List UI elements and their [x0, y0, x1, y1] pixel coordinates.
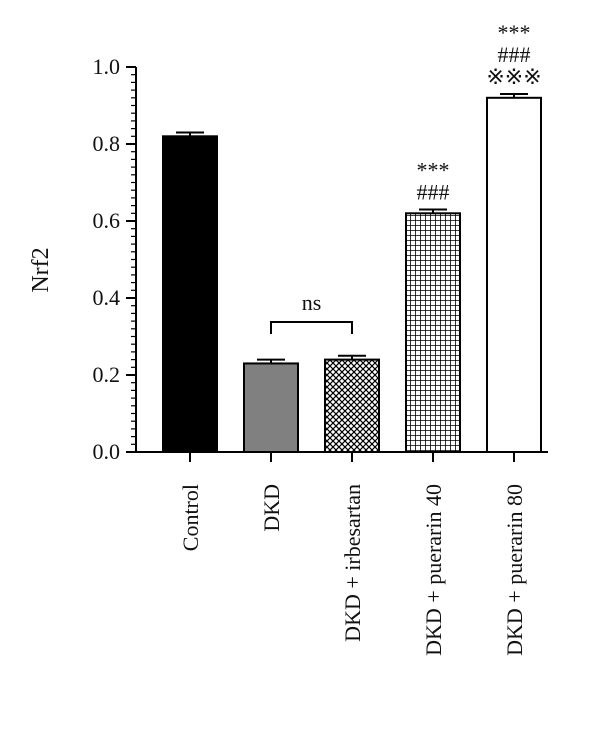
significance-marker: ###: [417, 179, 450, 204]
bar-dkd: [243, 362, 299, 454]
bar-dkd-irbesartan: [324, 358, 380, 454]
x-category-label: DKD + puerarin 80: [502, 484, 527, 656]
significance-marker: ***: [417, 157, 450, 182]
x-category-label: Control: [178, 484, 203, 551]
significance-marker: ###: [498, 42, 531, 67]
y-tick-label: 0.6: [93, 208, 121, 233]
x-category-label: DKD + irbesartan: [340, 484, 365, 642]
significance-marker: ※※※: [486, 64, 541, 89]
y-tick-label: 0.2: [93, 362, 121, 387]
ns-bracket: [270, 321, 353, 334]
category-labels: Control DKD DKD + irbesartan DKD + puerarin…: [178, 484, 527, 656]
y-tick-label: 0.4: [93, 285, 121, 310]
bar-dkd-puerarin-40: [405, 212, 461, 453]
y-tick-label: 0.0: [93, 439, 121, 464]
bars: [162, 92, 542, 454]
bar-dkd-puerarin-80: [486, 96, 542, 454]
y-axis-title: Nrf2: [28, 247, 54, 292]
ns-label: ns: [302, 290, 322, 315]
x-category-label: DKD + puerarin 40: [421, 484, 446, 656]
annotations: ***###※※※***###ns: [270, 20, 542, 334]
y-tick-label: 1.0: [93, 54, 121, 79]
y-tick-label: 0.8: [93, 131, 121, 156]
bar-control: [162, 135, 218, 454]
axes: 0.0 0.2 0.4 0.6 0.8 1.0: [93, 54, 548, 464]
significance-marker: ***: [498, 20, 531, 45]
x-category-label: DKD: [259, 484, 284, 532]
